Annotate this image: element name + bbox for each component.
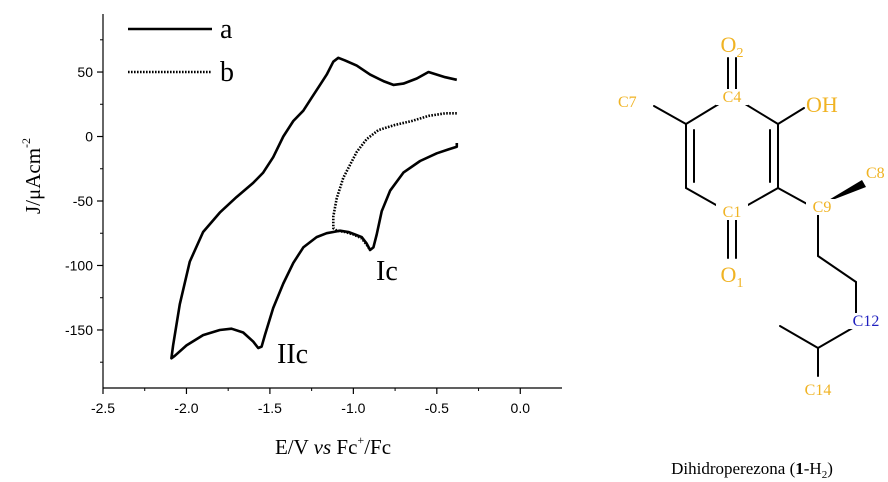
label-bg-c12 [846, 313, 886, 329]
x-ticks: -2.5 -2.0 -1.5 -1.0 -0.5 0.0 [91, 388, 530, 416]
label-bg-c4 [716, 89, 748, 105]
x-tick-label: -0.5 [425, 400, 449, 416]
legend-label-a: a [220, 14, 233, 45]
atom-label-oh: OH [806, 92, 838, 117]
x-tick-label: -2.0 [174, 400, 198, 416]
x-tick-label: -1.5 [258, 400, 282, 416]
x-tick-label: -1.0 [341, 400, 365, 416]
atom-label-c9: C9 [813, 199, 832, 216]
bond-c5-oh [777, 107, 805, 125]
x-tick-label: 0.0 [511, 400, 531, 416]
y-tick-label: -150 [65, 322, 93, 338]
chart-legend: a b [128, 14, 234, 88]
y-axis-title: J/μAcm-2 [19, 138, 45, 214]
atom-labels: O2 C4 C7 OH C8 C1 C9 O1 C12 C14 [618, 32, 886, 399]
structure-caption: Dihidroperezona (1-H2) [671, 459, 833, 481]
series-layer [170, 56, 459, 360]
atom-label-c12: C12 [853, 313, 880, 330]
atom-label-c14: C14 [805, 382, 832, 399]
bond-c3-c7 [653, 105, 687, 125]
y-tick-label: -100 [65, 257, 93, 273]
voltammogram-chart: -2.5 -2.0 -1.5 -1.0 -0.5 0.0 -150 -100 -50 0 50 a… [19, 14, 562, 459]
label-bg-c1 [716, 204, 748, 220]
y-tick-label: -50 [73, 193, 93, 209]
dihydroperezone-structure [653, 57, 866, 377]
bond-c12-c13 [817, 325, 857, 349]
peak-label-ic: Ic [376, 256, 398, 287]
atom-label-c8: C8 [866, 165, 885, 182]
y-ticks: -150 -100 -50 0 50 [65, 39, 103, 363]
bond-c10-c11 [817, 255, 857, 283]
x-tick-label: -2.5 [91, 400, 115, 416]
legend-label-b: b [220, 57, 234, 88]
peak-label-iic: IIc [277, 339, 308, 370]
atom-label-c7: C7 [618, 94, 637, 111]
x-axis-title: E/V vs Fc+/Fc [275, 433, 391, 459]
atom-label-o2: O2 [721, 32, 744, 61]
series-b-line [331, 112, 457, 251]
atom-label-c1: C1 [723, 204, 742, 221]
series-a-line [170, 56, 459, 360]
wedge-c9-c8 [822, 180, 866, 204]
bond-c13-c15 [779, 325, 819, 349]
atom-label-c4: C4 [723, 89, 742, 106]
atom-label-o1: O1 [721, 262, 744, 291]
y-tick-label: 0 [85, 129, 93, 145]
label-bg-c9 [806, 199, 838, 215]
y-tick-label: 50 [77, 64, 93, 80]
